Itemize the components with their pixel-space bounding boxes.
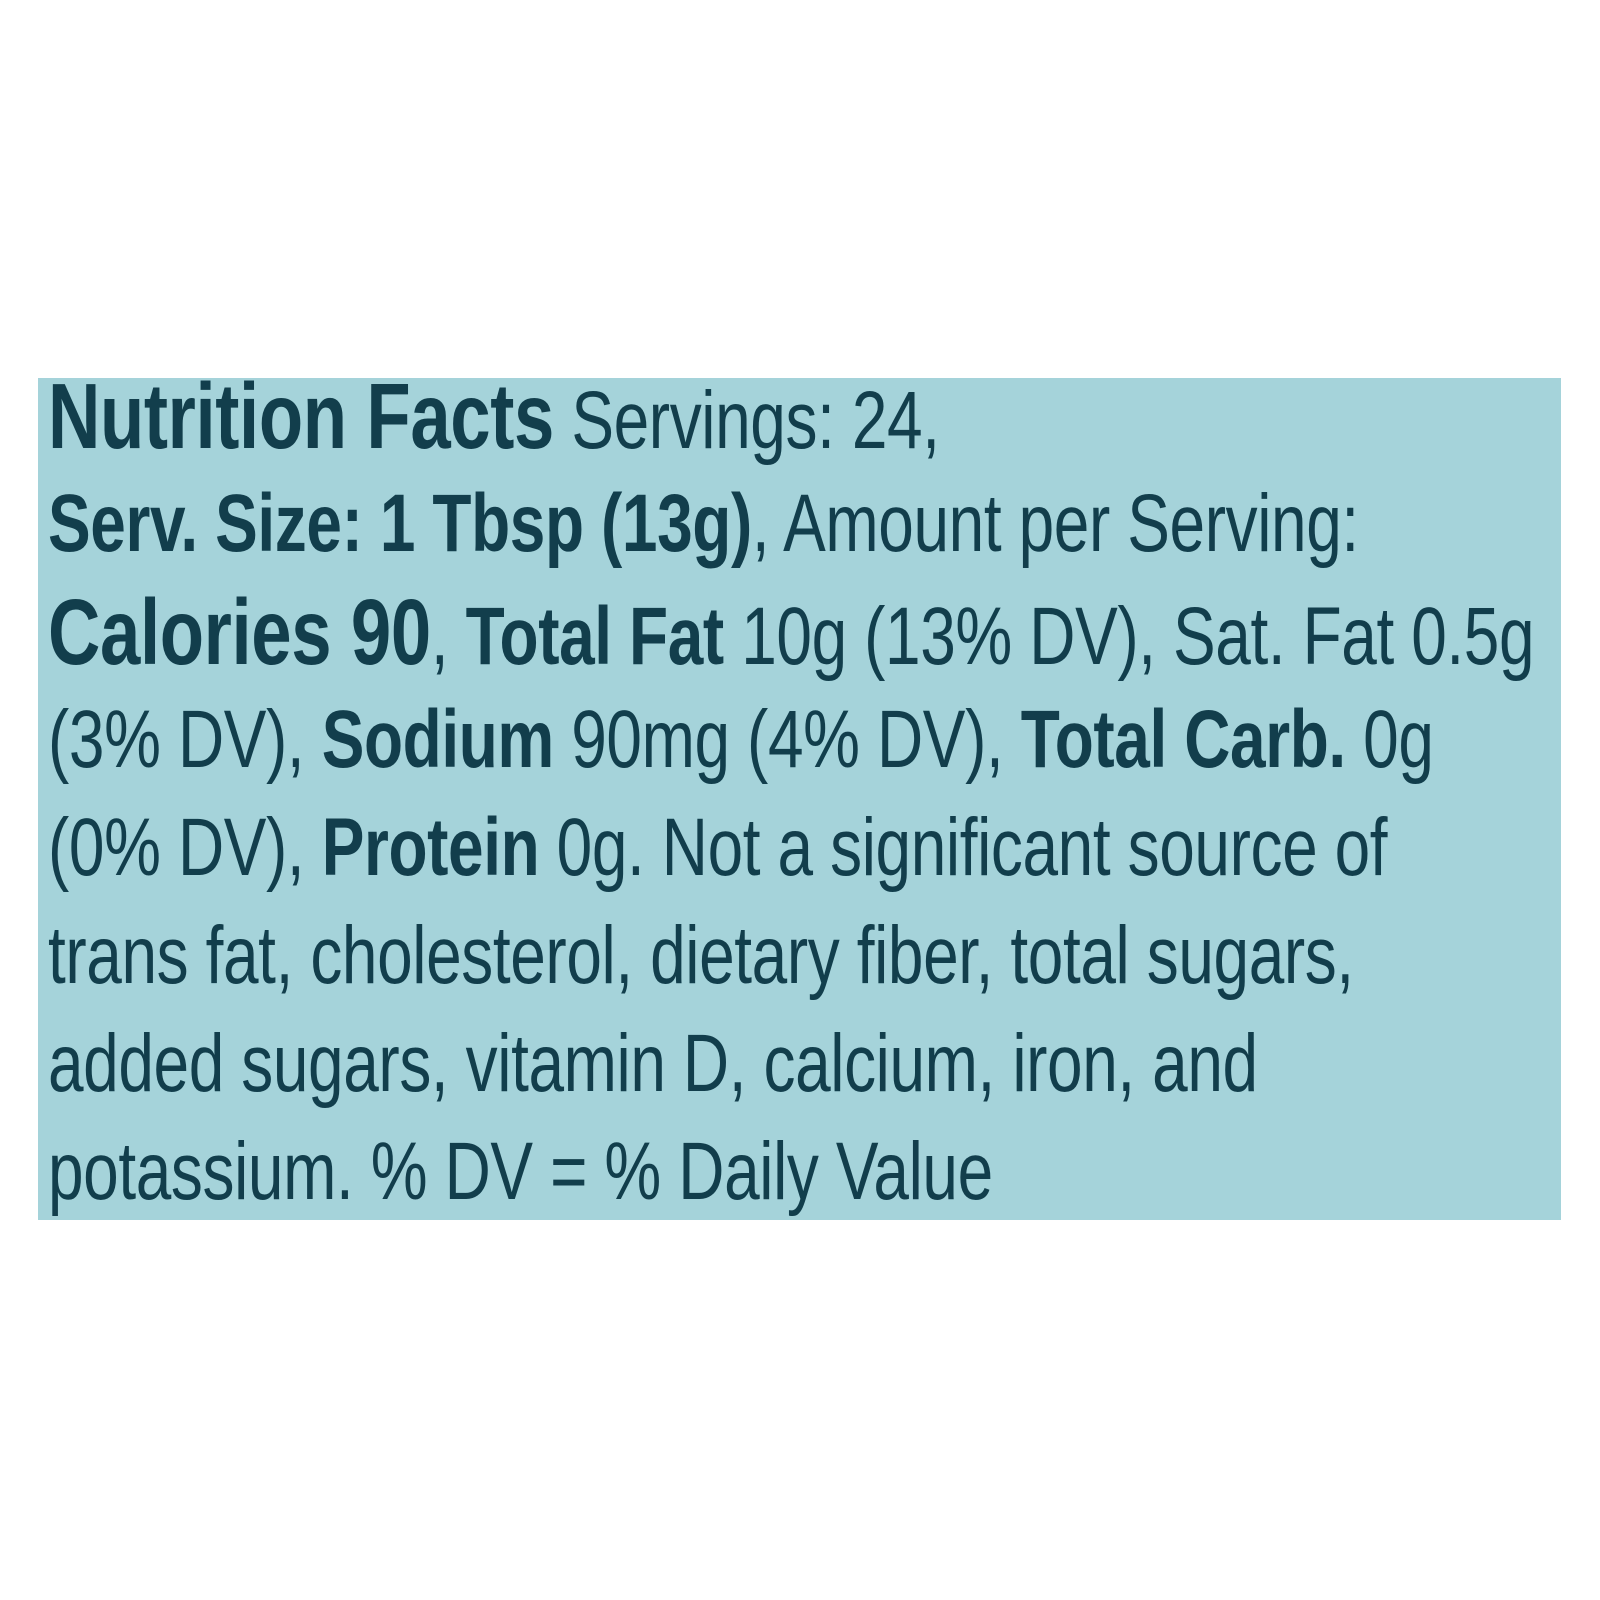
label-segment: Servings: 24, — [553, 375, 940, 466]
label-segment: Calories 90 — [48, 580, 431, 684]
label-segment: 0g — [1345, 694, 1434, 785]
label-segment: Nutrition Facts — [48, 364, 554, 468]
label-segment: 90mg (4% DV), — [553, 694, 1021, 785]
label-segment: trans fat, cholesterol, dietary fiber, t… — [48, 910, 1354, 1001]
label-line-6: trans fat, cholesterol, dietary fiber, t… — [48, 902, 1534, 1010]
label-line-3: Calories 90, Total Fat 10g (13% DV), Sat… — [48, 578, 1535, 686]
label-segment: (3% DV), — [48, 694, 322, 785]
nutrition-facts-text: Nutrition Facts Servings: 24, Serv. Size:… — [48, 362, 1535, 1226]
label-segment: potassium. % DV = % Daily Value — [48, 1126, 993, 1217]
label-line-7: added sugars, vitamin D, calcium, iron, … — [48, 1010, 1534, 1118]
label-line-1: Nutrition Facts Servings: 24, — [48, 362, 1534, 470]
label-line-8: potassium. % DV = % Daily Value — [48, 1118, 1534, 1226]
label-segment: , — [430, 591, 466, 682]
label-segment: Sodium — [321, 694, 555, 785]
label-segment: (0% DV), — [48, 802, 322, 893]
label-segment: 0g. Not a significant source of — [539, 802, 1388, 893]
nutrition-facts-panel: Nutrition Facts Servings: 24, Serv. Size:… — [38, 364, 1561, 1220]
label-segment: 10g (13% DV), Sat. Fat 0.5g — [723, 591, 1535, 682]
label-line-5: (0% DV), Protein 0g. Not a significant s… — [48, 794, 1534, 902]
label-segment: added sugars, vitamin D, calcium, iron, … — [48, 1018, 1258, 1109]
label-segment: , Amount per Serving: — [751, 478, 1359, 569]
label-segment: Serv. Size: 1 Tbsp (13g) — [48, 478, 752, 569]
label-segment: Total Fat — [465, 591, 725, 682]
label-segment: Protein — [321, 802, 540, 893]
label-line-4: (3% DV), Sodium 90mg (4% DV), Total Carb… — [48, 686, 1534, 794]
label-line-2: Serv. Size: 1 Tbsp (13g), Amount per Ser… — [48, 470, 1534, 578]
label-segment: Total Carb. — [1020, 694, 1346, 785]
